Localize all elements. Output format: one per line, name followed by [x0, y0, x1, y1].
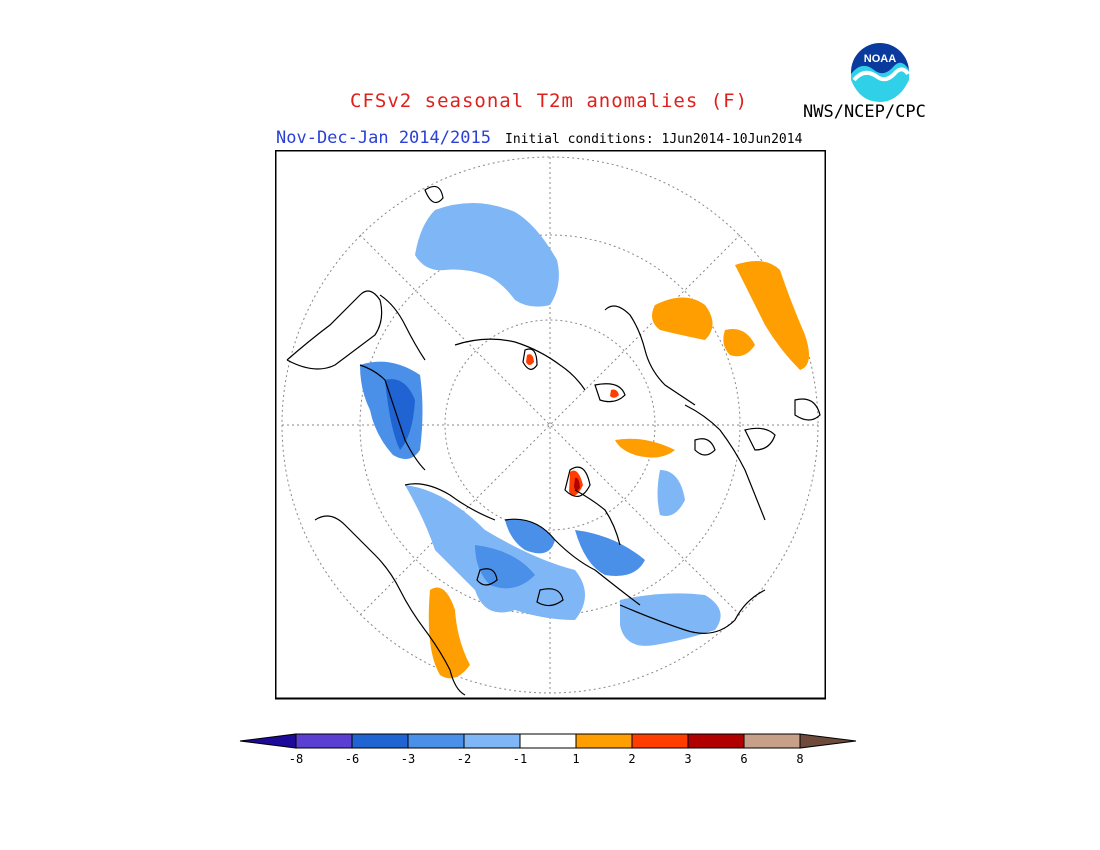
forecast-period: Nov-Dec-Jan 2014/2015 [276, 128, 491, 148]
warm-anomalies [428, 261, 809, 679]
warm-region-southwest [428, 587, 470, 679]
colorbar-segment [687, 733, 745, 749]
colorbar-tick-label: -2 [456, 752, 472, 766]
colorbar-arrow-low [239, 733, 297, 749]
colorbar-arrow-high [799, 733, 857, 749]
colorbar-tick-label: 6 [740, 752, 748, 766]
initial-conditions: Initial conditions: 1Jun2014-10Jun2014 [505, 132, 803, 147]
colorbar-tick-label: -1 [512, 752, 528, 766]
colorbar-segment [743, 733, 801, 749]
coastlines [286, 185, 821, 696]
colorbar-segment [407, 733, 465, 749]
cold-region-scandinavia [657, 470, 685, 516]
cold-region-canada-east [575, 530, 645, 576]
cold-anomalies [360, 202, 721, 646]
colorbar-tick-label: -3 [400, 752, 416, 766]
agency-label: NWS/NCEP/CPC [803, 102, 926, 122]
warm-region-east [735, 261, 809, 370]
cold-region-arctic-islands [505, 519, 555, 554]
map-title: CFSv2 seasonal T2m anomalies (F) [350, 90, 749, 112]
colorbar-segment [631, 733, 689, 749]
colorbar-tick-label: 2 [628, 752, 636, 766]
colorbar-tick-label: 3 [684, 752, 692, 766]
colorbar-tick-label: -8 [288, 752, 304, 766]
colorbar-tick-label: 1 [572, 752, 580, 766]
noaa-logo: NOAA [849, 41, 911, 103]
colorbar-segment [575, 733, 633, 749]
polar-anomaly-map [275, 150, 826, 700]
warm-region-northeast [651, 297, 713, 340]
colorbar [239, 733, 857, 749]
warm-region-arctic-east [615, 438, 675, 458]
colorbar-segment [463, 733, 521, 749]
colorbar-segment [519, 733, 577, 749]
colorbar-tick-label: -6 [344, 752, 360, 766]
cold-region-north-atlantic [415, 202, 559, 307]
logo-text: NOAA [864, 53, 896, 65]
colorbar-segment [351, 733, 409, 749]
colorbar-tick-label: 8 [796, 752, 804, 766]
colorbar-segment [295, 733, 353, 749]
